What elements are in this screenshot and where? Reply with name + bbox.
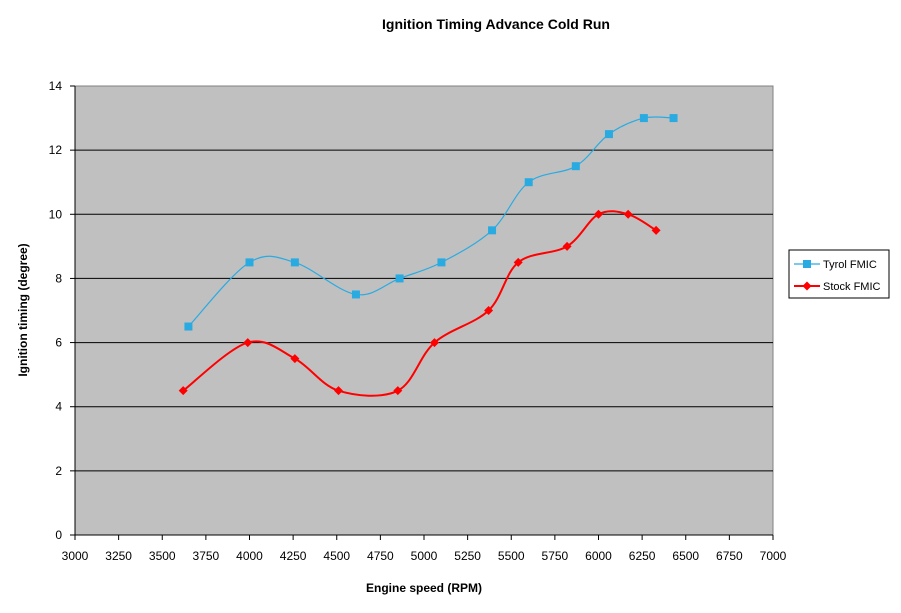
- plot-area: [74, 85, 774, 536]
- grid-lines: [75, 149, 773, 472]
- data-point-stock-fmic: [484, 306, 494, 315]
- series-tyrol-fmic: [184, 114, 678, 331]
- x-tick-label: 4000: [236, 549, 263, 563]
- data-point-tyrol-fmic: [245, 258, 254, 267]
- data-point-stock-fmic: [429, 338, 439, 348]
- x-tick-label: 6500: [672, 549, 699, 563]
- data-point-tyrol-fmic: [437, 258, 446, 267]
- data-point-tyrol-fmic: [669, 114, 678, 123]
- x-tick-label: 7000: [760, 549, 787, 563]
- y-tick-label: 2: [55, 464, 62, 478]
- x-tick-label: 4500: [323, 549, 350, 563]
- x-tick-label: 6000: [585, 549, 612, 563]
- y-tick-label: 14: [49, 79, 63, 93]
- x-tick-label: 3500: [149, 549, 176, 563]
- data-point-tyrol-fmic: [639, 114, 648, 123]
- axes: 0 2 4 6 8 10 12 14 3000 3250 3500 3750 4000 4250 4500 4…: [49, 79, 787, 563]
- x-tick-label: 3750: [193, 549, 220, 563]
- x-tick-label: 6750: [716, 549, 743, 563]
- y-axis-title: Ignition timing (degree): [16, 243, 30, 376]
- x-tick-label: 4750: [367, 549, 394, 563]
- legend-box: [788, 249, 890, 299]
- data-point-tyrol-fmic: [395, 274, 404, 283]
- legend-marker-tyrol-fmic: [803, 260, 811, 268]
- data-point-stock-fmic: [290, 354, 300, 364]
- y-tick-label: 12: [49, 143, 63, 157]
- chart-title: Ignition Timing Advance Cold Run: [382, 16, 610, 32]
- data-point-tyrol-fmic: [524, 178, 533, 187]
- legend-label-stock-fmic: Stock FMIC: [823, 281, 881, 293]
- data-point-tyrol-fmic: [571, 162, 580, 171]
- legend-label-tyrol-fmic: Tyrol FMIC: [823, 259, 877, 271]
- data-point-tyrol-fmic: [290, 258, 299, 267]
- x-tick-label: 6250: [629, 549, 656, 563]
- data-point-tyrol-fmic: [488, 226, 497, 235]
- legend: Tyrol FMIC Stock FMIC: [788, 249, 890, 299]
- data-point-stock-fmic: [623, 209, 633, 219]
- data-point-stock-fmic: [178, 386, 188, 396]
- data-point-stock-fmic: [594, 209, 603, 219]
- data-point-tyrol-fmic: [351, 290, 360, 299]
- y-tick-label: 0: [55, 528, 62, 542]
- y-tick-label: 10: [49, 207, 63, 221]
- data-point-stock-fmic: [333, 386, 343, 396]
- data-point-stock-fmic: [562, 241, 572, 251]
- y-tick-label: 4: [55, 400, 62, 414]
- x-axis-title: Engine speed (RPM): [366, 581, 482, 595]
- x-tick-label: 5500: [498, 549, 525, 563]
- series-layer: [178, 114, 678, 397]
- data-point-stock-fmic: [651, 225, 661, 235]
- data-point-stock-fmic: [513, 257, 523, 267]
- legend-marker-stock-fmic: [802, 281, 812, 291]
- x-tick-label: 4250: [280, 549, 307, 563]
- data-point-stock-fmic: [393, 386, 403, 396]
- data-point-tyrol-fmic: [604, 130, 613, 139]
- y-tick-label: 8: [55, 271, 62, 285]
- data-point-stock-fmic: [243, 338, 253, 348]
- x-tick-label: 3000: [62, 549, 89, 563]
- x-tick-label: 5250: [454, 549, 481, 563]
- y-tick-label: 6: [55, 336, 62, 350]
- x-tick-label: 5000: [411, 549, 438, 563]
- series-stock-fmic: [178, 209, 661, 397]
- x-tick-label: 5750: [542, 549, 569, 563]
- x-tick-label: 3250: [105, 549, 132, 563]
- data-point-tyrol-fmic: [184, 322, 193, 331]
